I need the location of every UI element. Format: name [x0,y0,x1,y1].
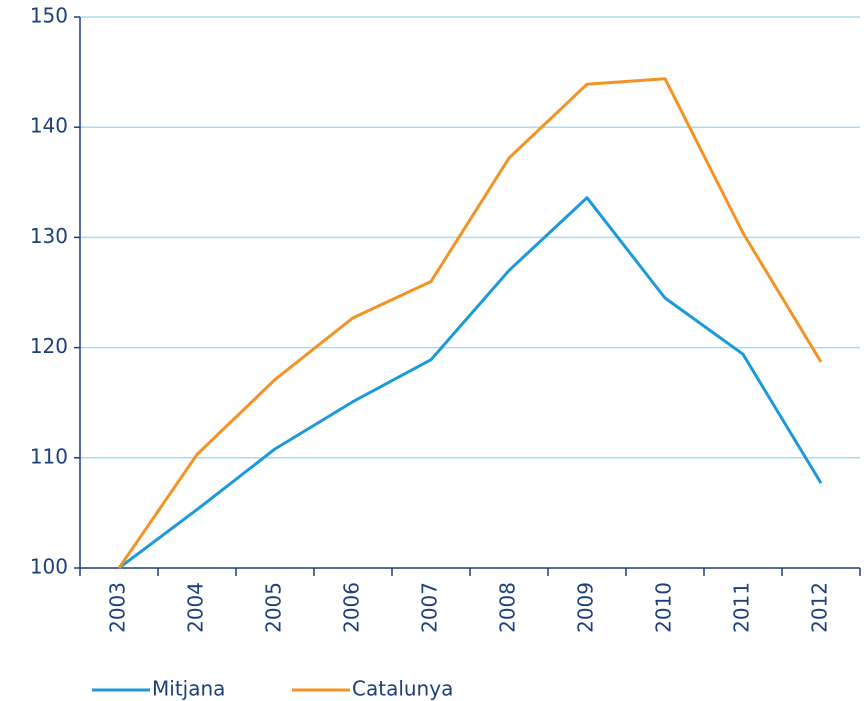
y-tick-label: 100 [30,555,68,579]
y-tick-label: 110 [30,444,68,468]
line-series [118,196,823,570]
x-tick-label: 2003 [106,582,130,633]
x-tick-label: 2012 [808,582,832,633]
x-tick-label: 2004 [184,582,208,633]
y-tick-label: 140 [30,114,68,138]
legend-label: Catalunya [352,677,453,701]
line-series [117,77,823,569]
x-tick-label: 2010 [652,582,676,633]
x-tick-label: 2008 [496,582,520,633]
y-tick-label: 120 [30,334,68,358]
x-tick-label: 2005 [262,582,286,633]
y-tick-label: 150 [30,4,68,28]
legend-label: Mitjana [152,677,225,701]
x-tick-label: 2007 [418,582,442,633]
x-tick-label: 2011 [730,582,754,633]
x-tick-label: 2009 [574,582,598,633]
x-tick-label: 2006 [340,582,364,633]
y-tick-label: 130 [30,224,68,248]
